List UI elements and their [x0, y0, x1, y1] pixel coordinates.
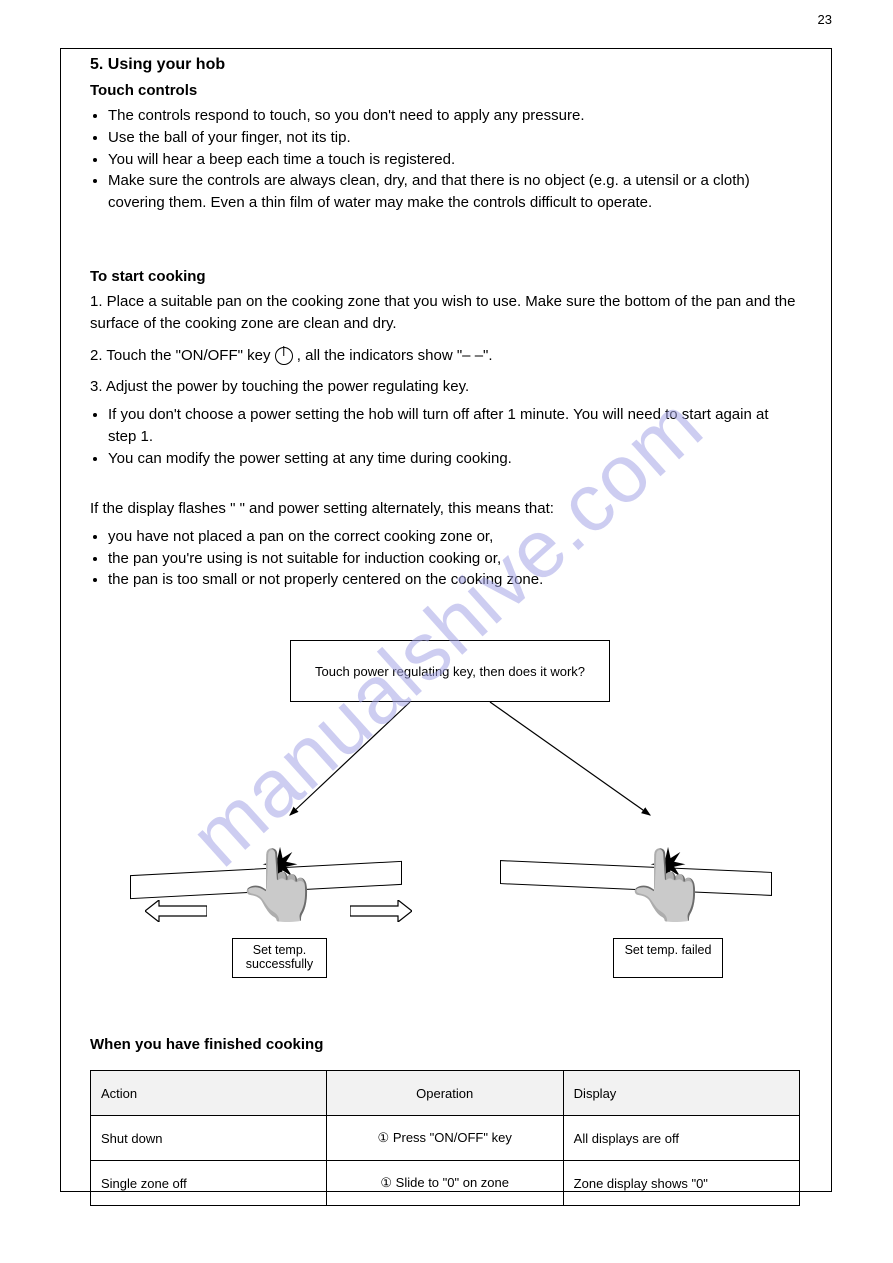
result-success-box: Set temp. successfully [232, 938, 327, 978]
table-cell: Zone display shows "0" [563, 1161, 799, 1206]
flash-heading: If the display flashes " " and power set… [90, 498, 800, 520]
slide-right-arrow-icon [350, 900, 412, 922]
subheading-finished-cooking: When you have finished cooking [90, 1036, 323, 1053]
table-cell: Single zone off [91, 1161, 327, 1206]
bullet: If you don't choose a power setting the … [108, 404, 800, 448]
bullet: the pan is too small or not properly cen… [108, 569, 800, 591]
table-cell: Shut down [91, 1116, 327, 1161]
step-text: 2. Touch the "ON/OFF" key [90, 347, 275, 364]
subheading-touch-controls: Touch controls [90, 82, 800, 99]
decision-box: Touch power regulating key, then does it… [290, 640, 610, 702]
bullet: You can modify the power setting at any … [108, 448, 800, 470]
step-text: 3. Adjust the power by touching the powe… [90, 376, 800, 398]
subheading-start-cooking: To start cooking [90, 268, 800, 285]
table-header: Action [91, 1071, 327, 1116]
table-cell: All displays are off [563, 1116, 799, 1161]
table-header: Display [563, 1071, 799, 1116]
result-success-text: Set temp. successfully [246, 943, 313, 971]
result-fail-text: Set temp. failed [625, 943, 712, 957]
finger-slide-left: ✷ 👆 Set temp. successfully [130, 820, 400, 990]
table-row: Single zone off ① Slide to "0" on zone Z… [91, 1161, 800, 1206]
main-heading: 5. Using your hob [90, 56, 800, 74]
bullet: Use the ball of your finger, not its tip… [108, 127, 800, 149]
decision-diagram: Touch power regulating key, then does it… [130, 640, 770, 1020]
finger-icon: 👆 [624, 850, 711, 920]
finger-slide-right: ✷ 👆 Set temp. failed [500, 820, 770, 990]
table-header: Operation [326, 1071, 563, 1116]
bullet: the pan you're using is not suitable for… [108, 548, 800, 570]
finger-icon: 👆 [236, 850, 323, 920]
decision-text: Touch power regulating key, then does it… [315, 664, 585, 679]
operation-table: Action Operation Display Shut down ① Pre… [90, 1070, 800, 1206]
bullet: Make sure the controls are always clean,… [108, 170, 800, 214]
table-cell: ① Press "ON/OFF" key [326, 1116, 563, 1161]
table-row: Shut down ① Press "ON/OFF" key All displ… [91, 1116, 800, 1161]
step-text: , all the indicators show "– –". [297, 347, 493, 364]
bullet: You will hear a beep each time a touch i… [108, 149, 800, 171]
slide-left-arrow-icon [145, 900, 207, 922]
page-number: 23 [818, 12, 832, 27]
bullet: you have not placed a pan on the correct… [108, 526, 800, 548]
power-icon [275, 347, 293, 365]
step-text: 1. Place a suitable pan on the cooking z… [90, 291, 800, 335]
result-fail-box: Set temp. failed [613, 938, 723, 978]
bullet: The controls respond to touch, so you do… [108, 105, 800, 127]
table-cell: ① Slide to "0" on zone [326, 1161, 563, 1206]
